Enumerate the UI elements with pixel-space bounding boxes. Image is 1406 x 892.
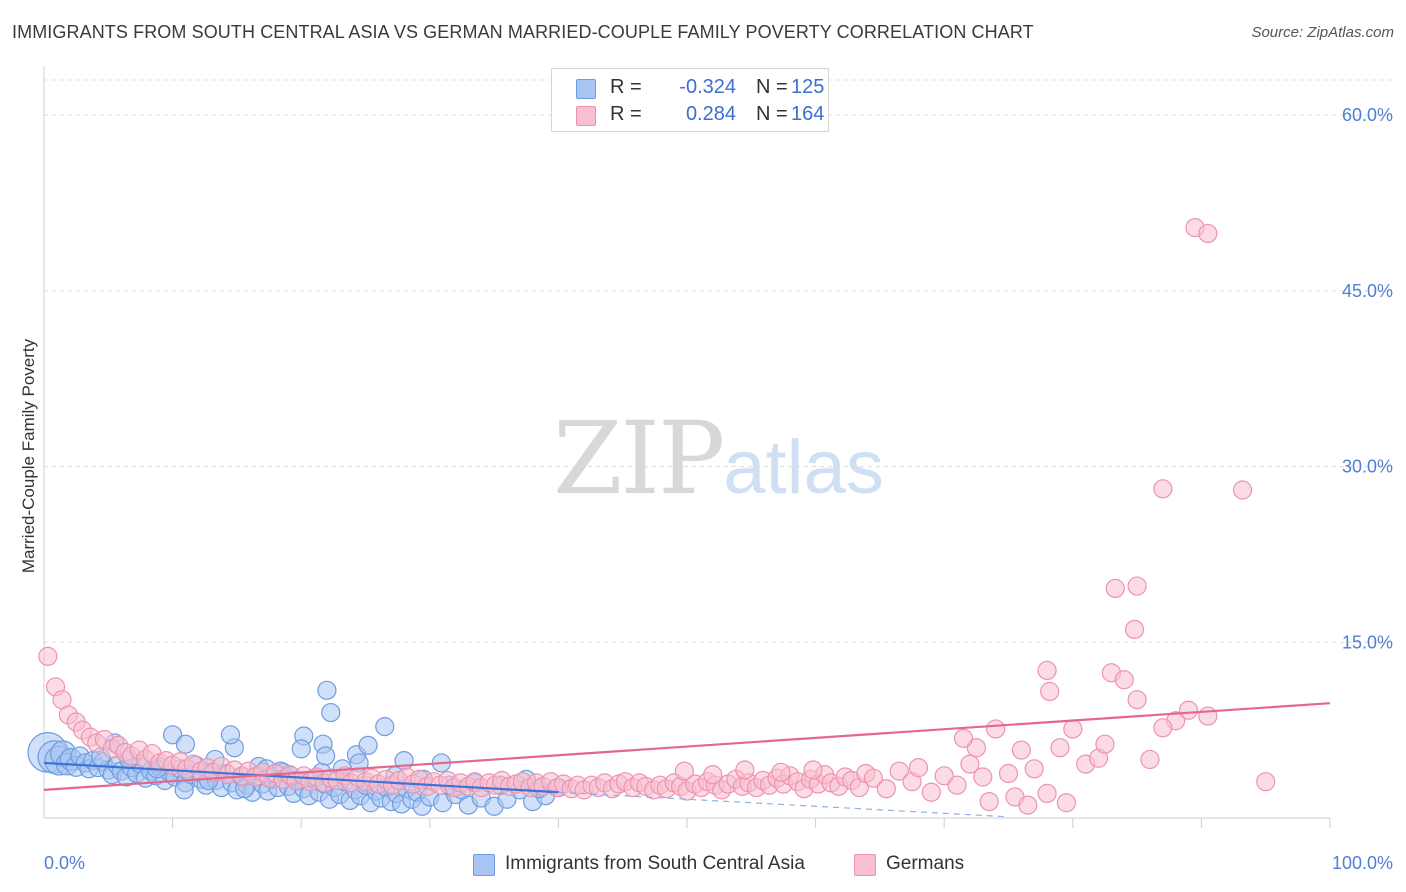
point-immigrants [174,780,194,800]
trend-layer [43,702,1331,818]
point-germans [1011,740,1031,760]
point-germans [771,762,791,782]
legend-swatch-germans [576,106,596,126]
point-immigrants [291,739,311,759]
point-germans [1018,795,1038,815]
axis-layer [43,66,1331,828]
point-germans [973,767,993,787]
point-germans [1095,734,1115,754]
point-germans [960,754,980,774]
source-credit: Source: ZipAtlas.com [1251,24,1394,41]
point-germans [934,766,954,786]
point-germans [1056,793,1076,813]
point-germans [1063,719,1083,739]
series-germans-points [38,218,1276,815]
bottom-legend-label: Germans [886,853,965,874]
y-tick-label: 30.0% [1342,457,1393,477]
trend-line-germans [43,702,1331,791]
point-germans [703,765,723,785]
point-germans [979,791,999,812]
tick-label-layer: 15.0% 30.0% 45.0% 60.0% 0.0% 100.0% [44,105,1393,873]
point-germans [953,728,974,748]
point-germans [735,760,755,780]
point-immigrants [316,746,336,766]
y-tick-label: 15.0% [1342,632,1393,652]
point-immigrants [220,725,241,745]
point-germans [889,761,909,781]
bottom-legend-label: Immigrants from South Central Asia [505,853,805,874]
point-germans [1232,480,1253,500]
watermark-zip: ZIP [553,400,725,517]
watermark: ZIPatlas [553,400,884,517]
legend-r-label: R = [610,103,642,125]
point-germans [1198,223,1218,244]
point-germans [1140,749,1160,770]
legend-swatch-immigrants [576,79,596,99]
bottom-legend-swatch-immigrants [473,854,495,876]
legend-r-value: -0.324 [679,76,736,98]
point-germans [1037,783,1057,804]
legend-n-label: N = [756,76,788,98]
trend-line-immigrants [43,761,559,794]
watermark-atlas: atlas [723,425,884,510]
point-germans [1114,670,1134,690]
point-germans [1127,690,1147,710]
y-axis-label: Married-Couple Family Poverty [19,338,38,573]
point-germans [1178,700,1199,720]
point-germans [1127,576,1147,596]
point-immigrants [175,734,196,754]
point-germans [986,719,1006,739]
trend-line-immigrants-extension [558,791,1009,818]
point-immigrants [321,702,341,723]
legend-n-value: 125 [791,76,825,98]
point-germans [921,782,941,802]
point-immigrants [163,725,183,745]
point-germans [1124,619,1145,640]
point-germans [876,779,896,799]
point-germans [1024,759,1044,779]
legend-n-label: N = [756,103,788,125]
y-tick-label: 60.0% [1342,105,1393,125]
point-immigrants [358,735,378,755]
point-immigrants [375,717,395,737]
point-germans [1037,660,1057,681]
legend-r-label: R = [610,76,642,98]
point-germans [863,768,884,788]
grid-layer [44,79,1394,643]
correlation-legend: R = -0.324 N = 125 R = 0.284 N = 164 [551,68,829,132]
point-germans [1050,738,1070,758]
point-germans [947,775,967,795]
x-tick-label: 100.0% [1332,853,1393,873]
point-germans [1105,578,1125,599]
point-germans [1153,718,1173,738]
point-germans [1198,706,1218,726]
bottom-legend-swatch-germans [854,854,876,876]
point-germans [803,760,823,780]
point-germans [1040,681,1060,702]
point-germans [38,646,58,666]
legend-n-value: 164 [791,103,825,125]
point-germans [966,738,986,758]
chart-title: IMMIGRANTS FROM SOUTH CENTRAL ASIA VS GE… [12,22,1034,42]
point-germans [998,763,1019,784]
legend-r-value: 0.284 [685,103,736,125]
point-germans [1153,479,1173,499]
x-tick-label: 0.0% [44,853,85,873]
point-immigrants [317,680,337,700]
point-germans [908,758,929,778]
y-tick-label: 45.0% [1342,281,1393,301]
point-germans [1256,772,1276,792]
point-germans [674,761,695,781]
